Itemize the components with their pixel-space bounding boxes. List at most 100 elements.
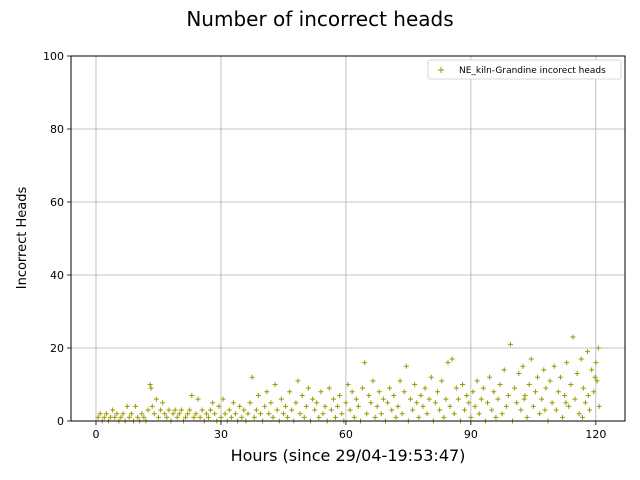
data-point — [389, 407, 395, 413]
data-point — [241, 407, 247, 413]
legend-marker-plus — [438, 67, 444, 73]
data-point — [499, 411, 505, 417]
data-point — [353, 396, 359, 402]
data-point — [253, 407, 259, 413]
data-point — [514, 400, 520, 406]
data-point — [437, 407, 443, 413]
data-point — [218, 414, 224, 420]
data-point — [493, 414, 499, 420]
data-point — [507, 341, 513, 347]
data-point — [189, 392, 195, 398]
data-point — [120, 411, 126, 417]
data-point — [191, 414, 197, 420]
data-point — [526, 382, 532, 387]
data-point — [418, 392, 424, 398]
data-point — [551, 363, 557, 369]
data-point — [164, 414, 170, 420]
data-point — [178, 407, 184, 413]
data-point — [503, 403, 509, 409]
y-tick-label: 0 — [57, 415, 64, 428]
data-point — [547, 378, 553, 384]
data-point — [118, 414, 124, 420]
data-point — [101, 414, 107, 420]
data-point — [395, 403, 401, 409]
data-point — [310, 396, 316, 402]
plot-area-frame — [70, 55, 626, 422]
data-point — [589, 367, 595, 373]
data-point — [410, 407, 416, 413]
data-point — [582, 400, 588, 406]
legend: NE_kiln-Grandine incorect heads — [427, 59, 622, 80]
data-point — [166, 407, 172, 413]
data-point — [530, 403, 536, 409]
data-point — [174, 414, 180, 420]
data-point — [447, 403, 453, 409]
data-point — [566, 403, 572, 409]
data-point — [289, 407, 295, 413]
data-point — [376, 389, 382, 395]
data-point — [148, 385, 154, 391]
data-point — [339, 411, 345, 417]
data-point — [193, 411, 199, 417]
data-point — [262, 403, 268, 409]
data-point — [470, 389, 476, 395]
data-point — [337, 392, 343, 398]
data-point — [228, 414, 234, 420]
data-point — [366, 392, 372, 398]
data-point — [518, 407, 524, 413]
data-point — [364, 411, 370, 417]
data-point — [205, 414, 211, 420]
data-point — [462, 407, 468, 413]
data-point — [255, 392, 261, 398]
grid-lines — [71, 55, 625, 422]
data-point — [420, 403, 426, 409]
data-point — [491, 389, 497, 395]
data-point — [480, 385, 486, 391]
data-point — [133, 403, 139, 409]
data-point — [147, 382, 153, 387]
y-tick-label: 60 — [50, 196, 64, 209]
data-point — [124, 403, 130, 409]
y-tick-label: 80 — [50, 123, 64, 136]
data-point — [521, 396, 527, 402]
data-point — [293, 400, 299, 406]
data-point — [487, 374, 493, 380]
data-point — [187, 407, 193, 413]
data-point — [522, 392, 528, 398]
data-point — [264, 389, 270, 395]
data-point — [328, 407, 334, 413]
data-point — [501, 367, 507, 373]
data-point — [245, 411, 251, 417]
data-point — [439, 378, 445, 384]
data-point — [460, 382, 466, 387]
data-point — [128, 411, 134, 417]
data-point — [393, 414, 399, 420]
data-point — [145, 407, 151, 413]
data-point — [472, 403, 478, 409]
x-tick-label: 90 — [464, 428, 478, 441]
data-point — [312, 407, 318, 413]
data-point — [455, 396, 461, 402]
legend-box — [427, 59, 622, 80]
data-point — [535, 374, 541, 380]
data-point — [249, 374, 255, 380]
data-point — [110, 407, 116, 413]
data-point — [549, 400, 555, 406]
legend-marker-icon — [438, 67, 444, 73]
data-point — [283, 403, 289, 409]
data-point — [432, 400, 438, 406]
data-point — [464, 392, 470, 398]
data-point — [345, 382, 351, 387]
data-point — [543, 385, 549, 391]
data-point — [299, 392, 305, 398]
data-point — [320, 411, 326, 417]
x-tick-label: 30 — [214, 428, 228, 441]
data-point — [216, 403, 222, 409]
data-point — [441, 414, 447, 420]
data-point — [151, 411, 157, 417]
data-point — [112, 414, 118, 420]
data-point — [237, 403, 243, 409]
data-point — [553, 407, 559, 413]
data-point — [335, 403, 341, 409]
